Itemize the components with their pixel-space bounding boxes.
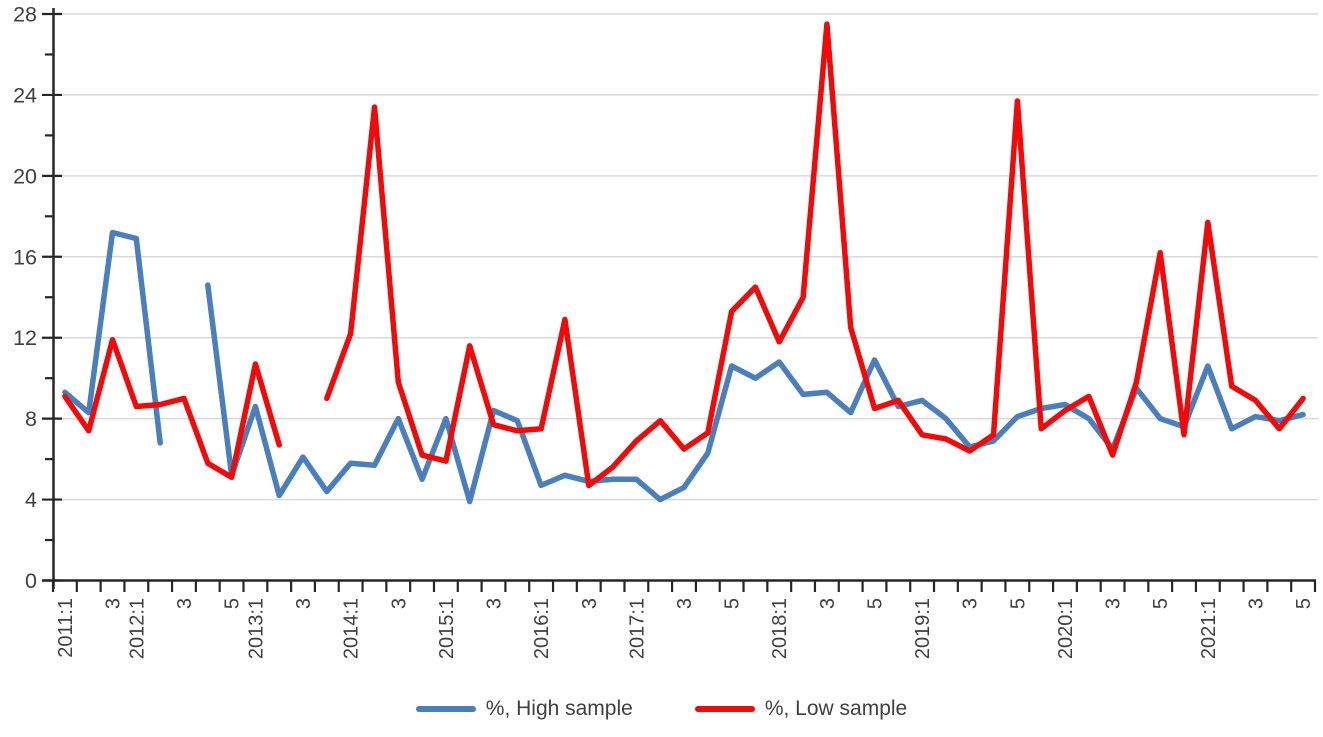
low-sample-line-swatch (694, 706, 755, 712)
y-axis-label: 0 (25, 569, 37, 593)
legend-label: %, High sample (485, 697, 633, 720)
x-axis-label: 2021:1 (1198, 598, 1220, 659)
x-axis-label: 5 (722, 598, 744, 609)
series-high-line (62, 229, 163, 446)
x-axis-label: 3 (960, 598, 982, 609)
x-axis-label: 3 (817, 598, 839, 609)
x-axis-label: 3 (1103, 598, 1125, 609)
x-axis-label: 3 (579, 598, 601, 609)
series-high-line (205, 282, 1306, 505)
chart-legend: %, High sample %, Low sample (0, 697, 1323, 721)
x-axis-label: 2015:1 (436, 598, 458, 659)
x-axis-label: 2018:1 (769, 598, 791, 659)
y-axis-label: 20 (13, 164, 37, 188)
y-axis-label: 12 (13, 326, 37, 350)
series-low-line (62, 336, 282, 481)
x-axis-label: 2011:1 (55, 598, 77, 658)
x-axis-label: 2016:1 (531, 598, 553, 659)
legend-label: %, Low sample (764, 697, 908, 720)
x-axis-label: 2017:1 (626, 598, 648, 659)
x-axis-label: 3 (484, 598, 506, 609)
x-axis-label: 2019:1 (912, 598, 934, 659)
x-axis-label: 5 (222, 598, 244, 609)
x-axis-label: 5 (864, 598, 886, 609)
y-axis-label: 24 (13, 83, 37, 107)
legend-item-high-sample: %, High sample (415, 697, 633, 721)
x-axis-label: 3 (674, 598, 696, 609)
x-axis-label: 3 (174, 598, 196, 609)
y-axis-label: 28 (13, 3, 37, 27)
x-axis-label: 5 (1293, 598, 1315, 609)
x-axis-label: 3 (1245, 598, 1267, 609)
legend-item-low-sample: %, Low sample (694, 697, 908, 721)
series-low-line (324, 21, 1306, 489)
x-axis-label: 2020:1 (1055, 598, 1077, 659)
y-axis-label: 4 (25, 488, 37, 512)
x-axis-label: 2013:1 (245, 598, 267, 659)
x-axis-label: 2012:1 (126, 598, 148, 659)
high-sample-line-swatch (415, 706, 476, 712)
x-axis-label: 3 (388, 598, 410, 609)
x-axis-label: 3 (293, 598, 315, 609)
x-axis-label: 3 (103, 598, 125, 609)
y-axis-label: 8 (25, 407, 37, 431)
x-axis-label: 2014:1 (341, 598, 363, 659)
x-axis-label: 5 (1150, 598, 1172, 609)
x-axis-label: 5 (1007, 598, 1029, 609)
y-axis-label: 16 (13, 245, 37, 269)
